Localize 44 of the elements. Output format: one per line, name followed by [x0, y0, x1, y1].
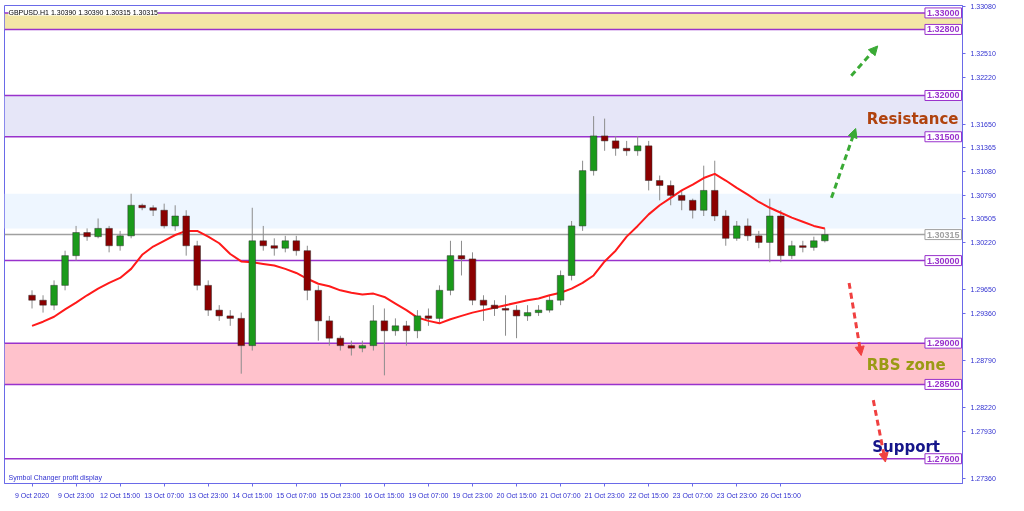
candlestick — [457, 240, 466, 276]
ref-line-label: 1.27600 — [926, 453, 960, 464]
text: Resistance — [866, 109, 959, 128]
ref-line-label: 1.32800 — [926, 24, 960, 35]
candlestick — [380, 307, 388, 376]
candlestick — [601, 118, 609, 152]
candlestick — [292, 235, 300, 257]
candlestick — [479, 294, 488, 322]
candlestick — [259, 225, 267, 252]
candlestick — [722, 209, 730, 247]
candlestick — [612, 135, 620, 157]
candlestick — [28, 289, 36, 309]
candlestick — [72, 225, 80, 262]
candlestick — [160, 203, 168, 229]
candlestick — [821, 227, 829, 243]
ref-line-label: 1.30315 — [926, 229, 960, 240]
candlestick — [678, 189, 686, 211]
candlestick — [105, 225, 113, 253]
candlestick — [667, 180, 675, 206]
candlestick — [788, 240, 796, 260]
ref-line-label: 1.31500 — [926, 131, 960, 142]
ref-line-label: 1.32000 — [926, 90, 960, 101]
ref-line-label: 1.33000 — [926, 7, 960, 18]
candlestick — [733, 220, 741, 242]
candlestick — [413, 309, 421, 339]
text: RBS zone — [866, 356, 946, 375]
candlestick — [689, 198, 697, 219]
candlestick — [744, 217, 752, 242]
candlestick — [83, 227, 91, 242]
ref-line-label: 1.29000 — [926, 338, 960, 349]
candlestick — [171, 204, 179, 232]
candlestick — [656, 175, 664, 201]
candlestick — [116, 230, 124, 252]
candlestick — [634, 135, 642, 157]
candlestick — [512, 304, 521, 339]
candlestick — [325, 315, 333, 347]
candlestick — [501, 294, 510, 337]
candlestick — [402, 320, 410, 347]
candlestick — [94, 217, 102, 239]
candlestick — [50, 279, 58, 311]
ref-line-label: 1.30000 — [926, 255, 960, 266]
ref-line-label: 1.28500 — [926, 379, 960, 390]
candlestick — [700, 165, 708, 217]
candlestick — [39, 294, 47, 314]
